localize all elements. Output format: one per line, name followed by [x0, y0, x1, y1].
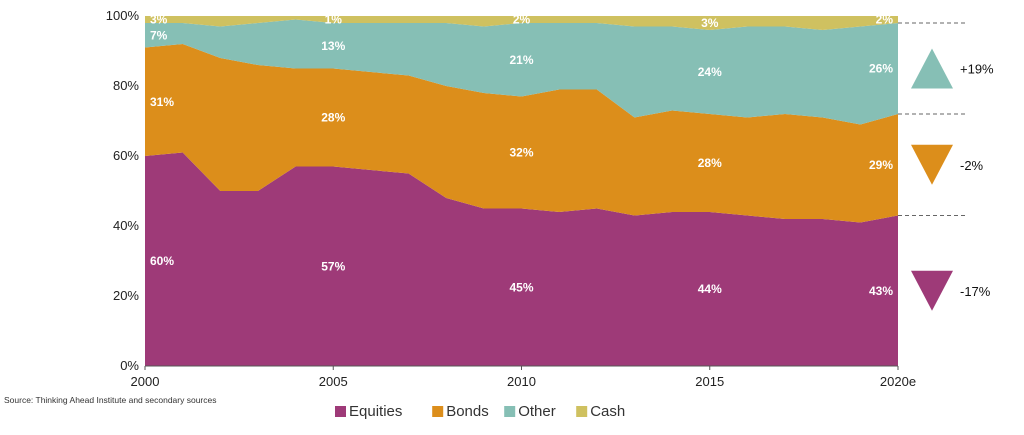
data-label-bonds: 29% [869, 158, 893, 172]
change-arrow-up-icon [911, 48, 953, 89]
data-label-equities: 57% [321, 259, 345, 273]
y-tick-label: 80% [113, 78, 139, 93]
series-areas [145, 16, 898, 366]
y-tick-label: 60% [113, 148, 139, 163]
axes: 0% 20% 40% 60% 80% 100% 2000 2005 2010 2015 2020e [106, 8, 916, 389]
x-tick-label: 2005 [319, 374, 348, 389]
legend-swatch-other [504, 406, 516, 417]
data-label-bonds: 31% [150, 95, 174, 109]
legend-swatch-bonds [432, 406, 444, 417]
data-label-cash: 2% [513, 13, 531, 27]
legend-label-cash: Cash [590, 403, 625, 420]
data-label-equities: 45% [509, 280, 533, 294]
data-label-bonds: 28% [321, 111, 345, 125]
change-label-equities: -17% [960, 284, 991, 299]
data-label-other: 24% [698, 65, 722, 79]
x-tick-label: 2000 [131, 374, 160, 389]
area-cash [145, 16, 898, 30]
data-label-cash: 1% [325, 13, 343, 27]
change-arrow-down-icon [911, 270, 953, 311]
y-tick-label: 0% [120, 358, 139, 373]
y-tick-label: 20% [113, 288, 139, 303]
y-tick-label: 100% [106, 8, 140, 23]
legend-swatch-cash [576, 406, 588, 417]
legend-label-bonds: Bonds [446, 403, 489, 420]
change-arrow-down-icon [911, 144, 953, 185]
data-label-equities: 43% [869, 284, 893, 298]
data-label-other: 13% [321, 39, 345, 53]
y-tick-label: 40% [113, 218, 139, 233]
data-label-bonds: 32% [509, 146, 533, 160]
data-label-bonds: 28% [698, 156, 722, 170]
legend-label-equities: Equities [349, 403, 402, 420]
data-label-equities: 60% [150, 254, 174, 268]
area-other [145, 19, 898, 125]
data-label-equities: 44% [698, 282, 722, 296]
legend: Equities Bonds Other Cash [335, 403, 625, 420]
change-annotations: +19% -2% -17% [898, 22, 994, 311]
data-label-cash: 3% [150, 13, 168, 27]
data-label-other: 26% [869, 62, 893, 76]
change-label-bonds: -2% [960, 158, 984, 173]
data-label-cash: 3% [701, 16, 719, 30]
area-equities [145, 152, 898, 366]
change-label-other: +19% [960, 62, 994, 77]
data-labels: 60% 57% 45% 44% 43% 31% 28% 32% 28% 29% 7% 13% 21% 24… [150, 13, 893, 298]
x-tick-label: 2010 [507, 374, 536, 389]
source-note: Source: Thinking Ahead Institute and sec… [4, 395, 216, 405]
x-tick-label: 2015 [695, 374, 724, 389]
legend-swatch-equities [335, 406, 346, 417]
data-label-other: 21% [509, 53, 533, 67]
x-tick-label: 2020e [880, 374, 916, 389]
data-label-cash: 2% [876, 13, 894, 27]
area-bonds [145, 44, 898, 223]
data-label-other: 7% [150, 28, 168, 42]
legend-label-other: Other [518, 403, 556, 420]
